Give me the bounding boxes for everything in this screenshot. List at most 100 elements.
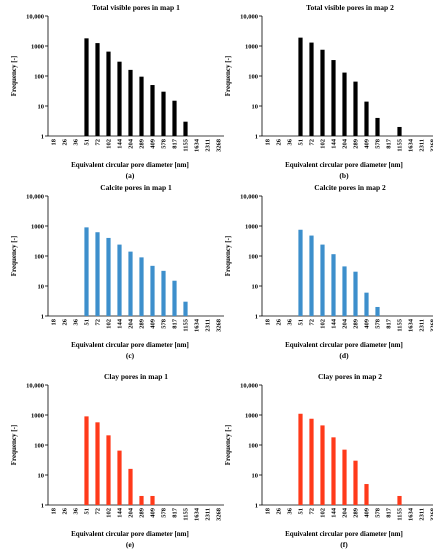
x-tick-label: 1634 — [408, 318, 415, 332]
x-tick-label: 144 — [117, 318, 124, 329]
x-tick-label: 144 — [117, 507, 124, 518]
x-tick-label: 409 — [364, 138, 371, 149]
bar-72 — [309, 418, 314, 505]
panel-caption: (a) — [126, 171, 135, 180]
x-axis-label: Equivalent circular pore diameter [nm] — [285, 530, 403, 538]
bar-51 — [84, 416, 89, 505]
x-tick-label: 36 — [73, 138, 80, 145]
x-tick-label: 1634 — [194, 318, 201, 332]
y-tick-label: 1000 — [31, 43, 44, 50]
x-tick-label: 578 — [375, 318, 382, 329]
bar-51 — [298, 413, 303, 505]
y-tick-label: 100 — [248, 442, 258, 449]
bar-409 — [364, 101, 369, 136]
x-tick-label: 289 — [353, 318, 360, 329]
chart-panel-1: Total visible pores in map 1 1 10 100 1000 10… — [10, 3, 224, 180]
x-tick-label: 36 — [287, 318, 294, 325]
y-axis-label: Frequency [-] — [224, 236, 232, 277]
x-tick-label: 72 — [95, 508, 102, 515]
x-tick-label: 578 — [375, 507, 382, 518]
chart-panel-2: Total visible pores in map 2 1 10 100 1000 10… — [224, 3, 433, 180]
bar-204 — [342, 72, 347, 136]
y-tick-label: 10,000 — [240, 13, 258, 20]
x-tick-label: 3268 — [216, 507, 223, 521]
bar-409 — [364, 484, 369, 505]
bar-289 — [353, 460, 358, 505]
chart-panel-3: Calcite pores in map 1 1 10 100 1000 10,000 Fr… — [10, 183, 224, 360]
x-tick-label: 18 — [265, 507, 272, 514]
x-tick-label: 36 — [287, 507, 294, 514]
x-tick-label: 72 — [95, 319, 102, 326]
bar-1155 — [183, 301, 188, 316]
x-tick-label: 289 — [353, 138, 360, 149]
y-tick-label: 10,000 — [26, 382, 44, 389]
y-tick-label: 10,000 — [26, 193, 44, 200]
bar-144 — [117, 450, 122, 505]
chart-panel-5: Clay pores in map 1 1 10 100 1000 10,000 Frequ… — [10, 372, 224, 549]
x-tick-label: 1155 — [397, 138, 404, 151]
bar-204 — [128, 251, 133, 316]
y-tick-label: 10,000 — [26, 13, 44, 20]
x-tick-label: 3268 — [216, 318, 223, 332]
bar-1155 — [397, 126, 402, 136]
bar-72 — [309, 42, 314, 137]
bar-144 — [331, 254, 336, 316]
x-tick-label: 18 — [51, 318, 58, 325]
x-tick-label: 51 — [84, 508, 91, 515]
x-tick-label: 2311 — [205, 508, 212, 521]
x-axis-label: Equivalent circular pore diameter [nm] — [285, 161, 403, 169]
x-tick-label: 144 — [331, 318, 338, 329]
x-tick-label: 51 — [298, 319, 305, 326]
x-tick-label: 72 — [309, 319, 316, 326]
x-tick-label: 26 — [62, 138, 69, 145]
y-tick-label: 1000 — [245, 43, 258, 50]
x-axis-label: Equivalent circular pore diameter [nm] — [285, 341, 403, 349]
x-tick-label: 817 — [386, 138, 393, 149]
x-tick-label: 289 — [139, 318, 146, 329]
x-tick-label: 36 — [287, 138, 294, 145]
y-tick-label: 1 — [41, 502, 44, 509]
bar-204 — [342, 449, 347, 505]
chart-panel-6: Clay pores in map 2 1 10 100 1000 10,000 Frequ… — [224, 372, 433, 549]
bar-51 — [84, 38, 89, 136]
y-tick-label: 100 — [248, 73, 258, 80]
y-tick-label: 1000 — [31, 412, 44, 419]
bar-72 — [95, 232, 100, 316]
y-tick-label: 1 — [255, 313, 258, 320]
x-tick-label: 102 — [320, 319, 327, 329]
bar-204 — [342, 266, 347, 316]
x-tick-label: 817 — [386, 318, 393, 329]
y-tick-label: 1 — [255, 502, 258, 509]
x-tick-label: 409 — [150, 507, 157, 518]
panel-caption: (d) — [339, 351, 349, 360]
y-tick-label: 1000 — [31, 223, 44, 230]
y-tick-label: 1 — [41, 133, 44, 140]
x-tick-label: 3268 — [430, 138, 433, 152]
x-tick-label: 51 — [298, 508, 305, 515]
y-tick-label: 1000 — [245, 223, 258, 230]
bar-578 — [161, 270, 166, 316]
x-tick-label: 144 — [331, 507, 338, 518]
x-tick-label: 1634 — [194, 138, 201, 152]
x-tick-label: 204 — [128, 318, 135, 329]
y-tick-label: 10 — [252, 472, 259, 479]
y-tick-label: 100 — [34, 253, 44, 260]
x-tick-label: 144 — [117, 138, 124, 149]
bar-144 — [117, 61, 122, 136]
panel-caption: (b) — [339, 171, 349, 180]
bar-102 — [106, 237, 111, 316]
x-tick-label: 578 — [161, 138, 168, 149]
y-axis-label: Frequency [-] — [224, 425, 232, 466]
x-tick-label: 2311 — [205, 139, 212, 152]
y-tick-label: 10 — [38, 472, 45, 479]
y-axis-label: Frequency [-] — [10, 236, 18, 277]
y-axis-label: Frequency [-] — [224, 56, 232, 97]
bar-51 — [298, 37, 303, 136]
bar-144 — [331, 60, 336, 136]
x-tick-label: 409 — [364, 318, 371, 329]
bar-51 — [84, 227, 89, 316]
x-tick-label: 817 — [386, 507, 393, 518]
x-tick-label: 18 — [51, 507, 58, 514]
x-tick-label: 102 — [106, 508, 113, 518]
